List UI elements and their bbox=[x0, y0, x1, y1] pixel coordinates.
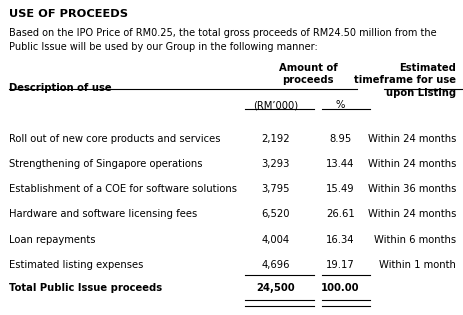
Text: (RM’000): (RM’000) bbox=[253, 100, 298, 110]
Text: Estimated
timeframe for use
upon Listing: Estimated timeframe for use upon Listing bbox=[354, 63, 456, 98]
Text: Within 24 months: Within 24 months bbox=[368, 159, 456, 169]
Text: Establishment of a COE for software solutions: Establishment of a COE for software solu… bbox=[9, 184, 237, 194]
Text: Within 6 months: Within 6 months bbox=[374, 235, 456, 245]
Text: 100.00: 100.00 bbox=[321, 283, 360, 293]
Text: Description of use: Description of use bbox=[9, 83, 112, 93]
Text: 13.44: 13.44 bbox=[326, 159, 355, 169]
Text: 26.61: 26.61 bbox=[326, 209, 355, 220]
Text: Estimated listing expenses: Estimated listing expenses bbox=[9, 260, 144, 270]
Text: 3,795: 3,795 bbox=[261, 184, 290, 194]
Text: Within 24 months: Within 24 months bbox=[368, 134, 456, 144]
Text: Based on the IPO Price of RM0.25, the total gross proceeds of RM24.50 million fr: Based on the IPO Price of RM0.25, the to… bbox=[9, 28, 437, 52]
Text: Loan repayments: Loan repayments bbox=[9, 235, 96, 245]
Text: 16.34: 16.34 bbox=[326, 235, 355, 245]
Text: Hardware and software licensing fees: Hardware and software licensing fees bbox=[9, 209, 198, 220]
Text: 2,192: 2,192 bbox=[261, 134, 290, 144]
Text: 6,520: 6,520 bbox=[261, 209, 290, 220]
Text: Total Public Issue proceeds: Total Public Issue proceeds bbox=[9, 283, 163, 293]
Text: 24,500: 24,500 bbox=[256, 283, 295, 293]
Text: 3,293: 3,293 bbox=[261, 159, 290, 169]
Text: Within 1 month: Within 1 month bbox=[379, 260, 456, 270]
Text: USE OF PROCEEDS: USE OF PROCEEDS bbox=[9, 9, 128, 19]
Text: Within 24 months: Within 24 months bbox=[368, 209, 456, 220]
Text: 19.17: 19.17 bbox=[326, 260, 355, 270]
Text: 15.49: 15.49 bbox=[326, 184, 355, 194]
Text: %: % bbox=[336, 100, 345, 110]
Text: 8.95: 8.95 bbox=[329, 134, 351, 144]
Text: Within 36 months: Within 36 months bbox=[368, 184, 456, 194]
Text: 4,004: 4,004 bbox=[262, 235, 289, 245]
Text: Amount of
proceeds: Amount of proceeds bbox=[279, 63, 337, 85]
Text: Roll out of new core products and services: Roll out of new core products and servic… bbox=[9, 134, 221, 144]
Text: Strengthening of Singapore operations: Strengthening of Singapore operations bbox=[9, 159, 203, 169]
Text: 4,696: 4,696 bbox=[261, 260, 290, 270]
